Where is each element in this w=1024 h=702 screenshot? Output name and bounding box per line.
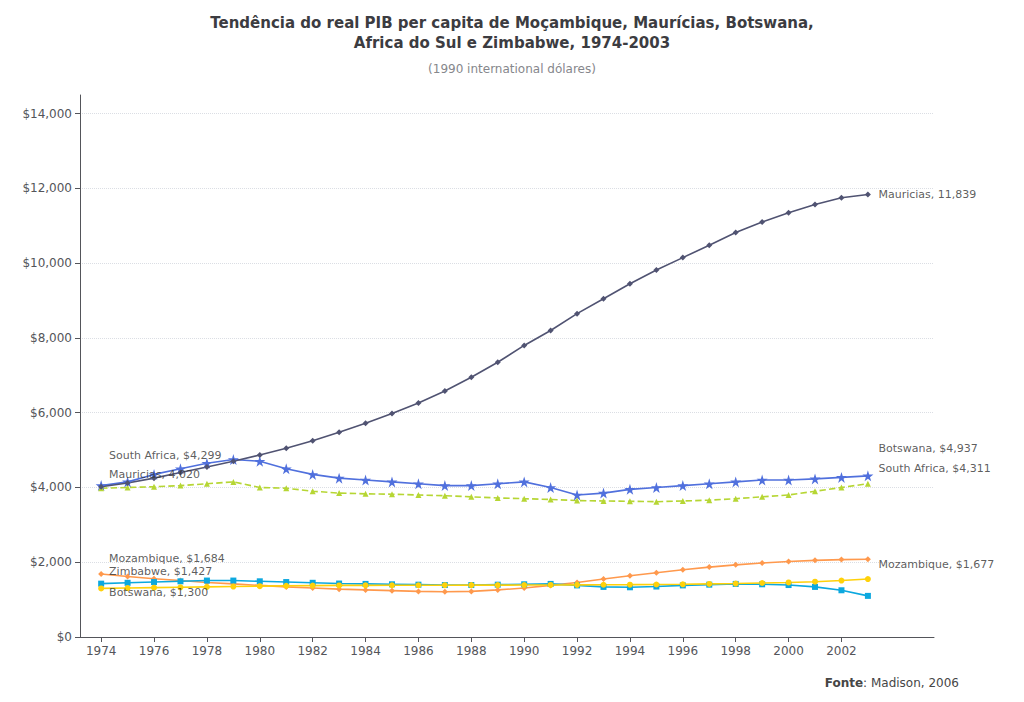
svg-text:2000: 2000 bbox=[773, 644, 804, 658]
svg-text:1978: 1978 bbox=[192, 644, 223, 658]
svg-text:1998: 1998 bbox=[720, 644, 751, 658]
svg-text:1982: 1982 bbox=[297, 644, 328, 658]
svg-text:1992: 1992 bbox=[562, 644, 593, 658]
svg-text:Fonte: Fonte bbox=[825, 676, 863, 690]
svg-text:1990: 1990 bbox=[509, 644, 540, 658]
svg-text:$10,000: $10,000 bbox=[22, 256, 72, 270]
svg-text:$6,000: $6,000 bbox=[30, 406, 72, 420]
svg-text:South Africa, $4,311: South Africa, $4,311 bbox=[878, 462, 990, 475]
svg-text:1994: 1994 bbox=[615, 644, 646, 658]
svg-text:1988: 1988 bbox=[456, 644, 487, 658]
svg-text:Africa do Sul e Zimbabwe, 1974: Africa do Sul e Zimbabwe, 1974-2003 bbox=[354, 34, 670, 52]
svg-text:Botswana, $1,300: Botswana, $1,300 bbox=[109, 586, 208, 599]
svg-text:1976: 1976 bbox=[139, 644, 170, 658]
svg-text:: Madison, 2006: : Madison, 2006 bbox=[863, 676, 959, 690]
svg-text:Botswana, $4,937: Botswana, $4,937 bbox=[878, 442, 977, 455]
svg-text:Mauricias, 4,020: Mauricias, 4,020 bbox=[109, 468, 200, 481]
svg-text:Mozambique, $1,677: Mozambique, $1,677 bbox=[878, 558, 994, 571]
svg-text:$14,000: $14,000 bbox=[22, 107, 72, 121]
svg-text:Mozambique, $1,684: Mozambique, $1,684 bbox=[109, 552, 225, 565]
svg-text:$8,000: $8,000 bbox=[30, 331, 72, 345]
svg-text:South Africa, $4,299: South Africa, $4,299 bbox=[109, 449, 221, 462]
svg-text:1984: 1984 bbox=[350, 644, 381, 658]
svg-text:$2,000: $2,000 bbox=[30, 555, 72, 569]
svg-text:1986: 1986 bbox=[403, 644, 434, 658]
svg-text:Tendência do real PIB per capi: Tendência do real PIB per capita de Moça… bbox=[210, 14, 814, 32]
svg-text:$4,000: $4,000 bbox=[30, 480, 72, 494]
svg-text:1974: 1974 bbox=[86, 644, 117, 658]
svg-text:$12,000: $12,000 bbox=[22, 181, 72, 195]
svg-text:(1990 international dólares): (1990 international dólares) bbox=[428, 62, 596, 76]
svg-text:2002: 2002 bbox=[826, 644, 857, 658]
svg-text:Zimbabwe, $1,427: Zimbabwe, $1,427 bbox=[109, 565, 212, 578]
svg-text:$0: $0 bbox=[57, 630, 72, 644]
svg-text:1996: 1996 bbox=[668, 644, 699, 658]
svg-text:Mauricias, 11,839: Mauricias, 11,839 bbox=[878, 188, 976, 201]
svg-text:1980: 1980 bbox=[245, 644, 276, 658]
